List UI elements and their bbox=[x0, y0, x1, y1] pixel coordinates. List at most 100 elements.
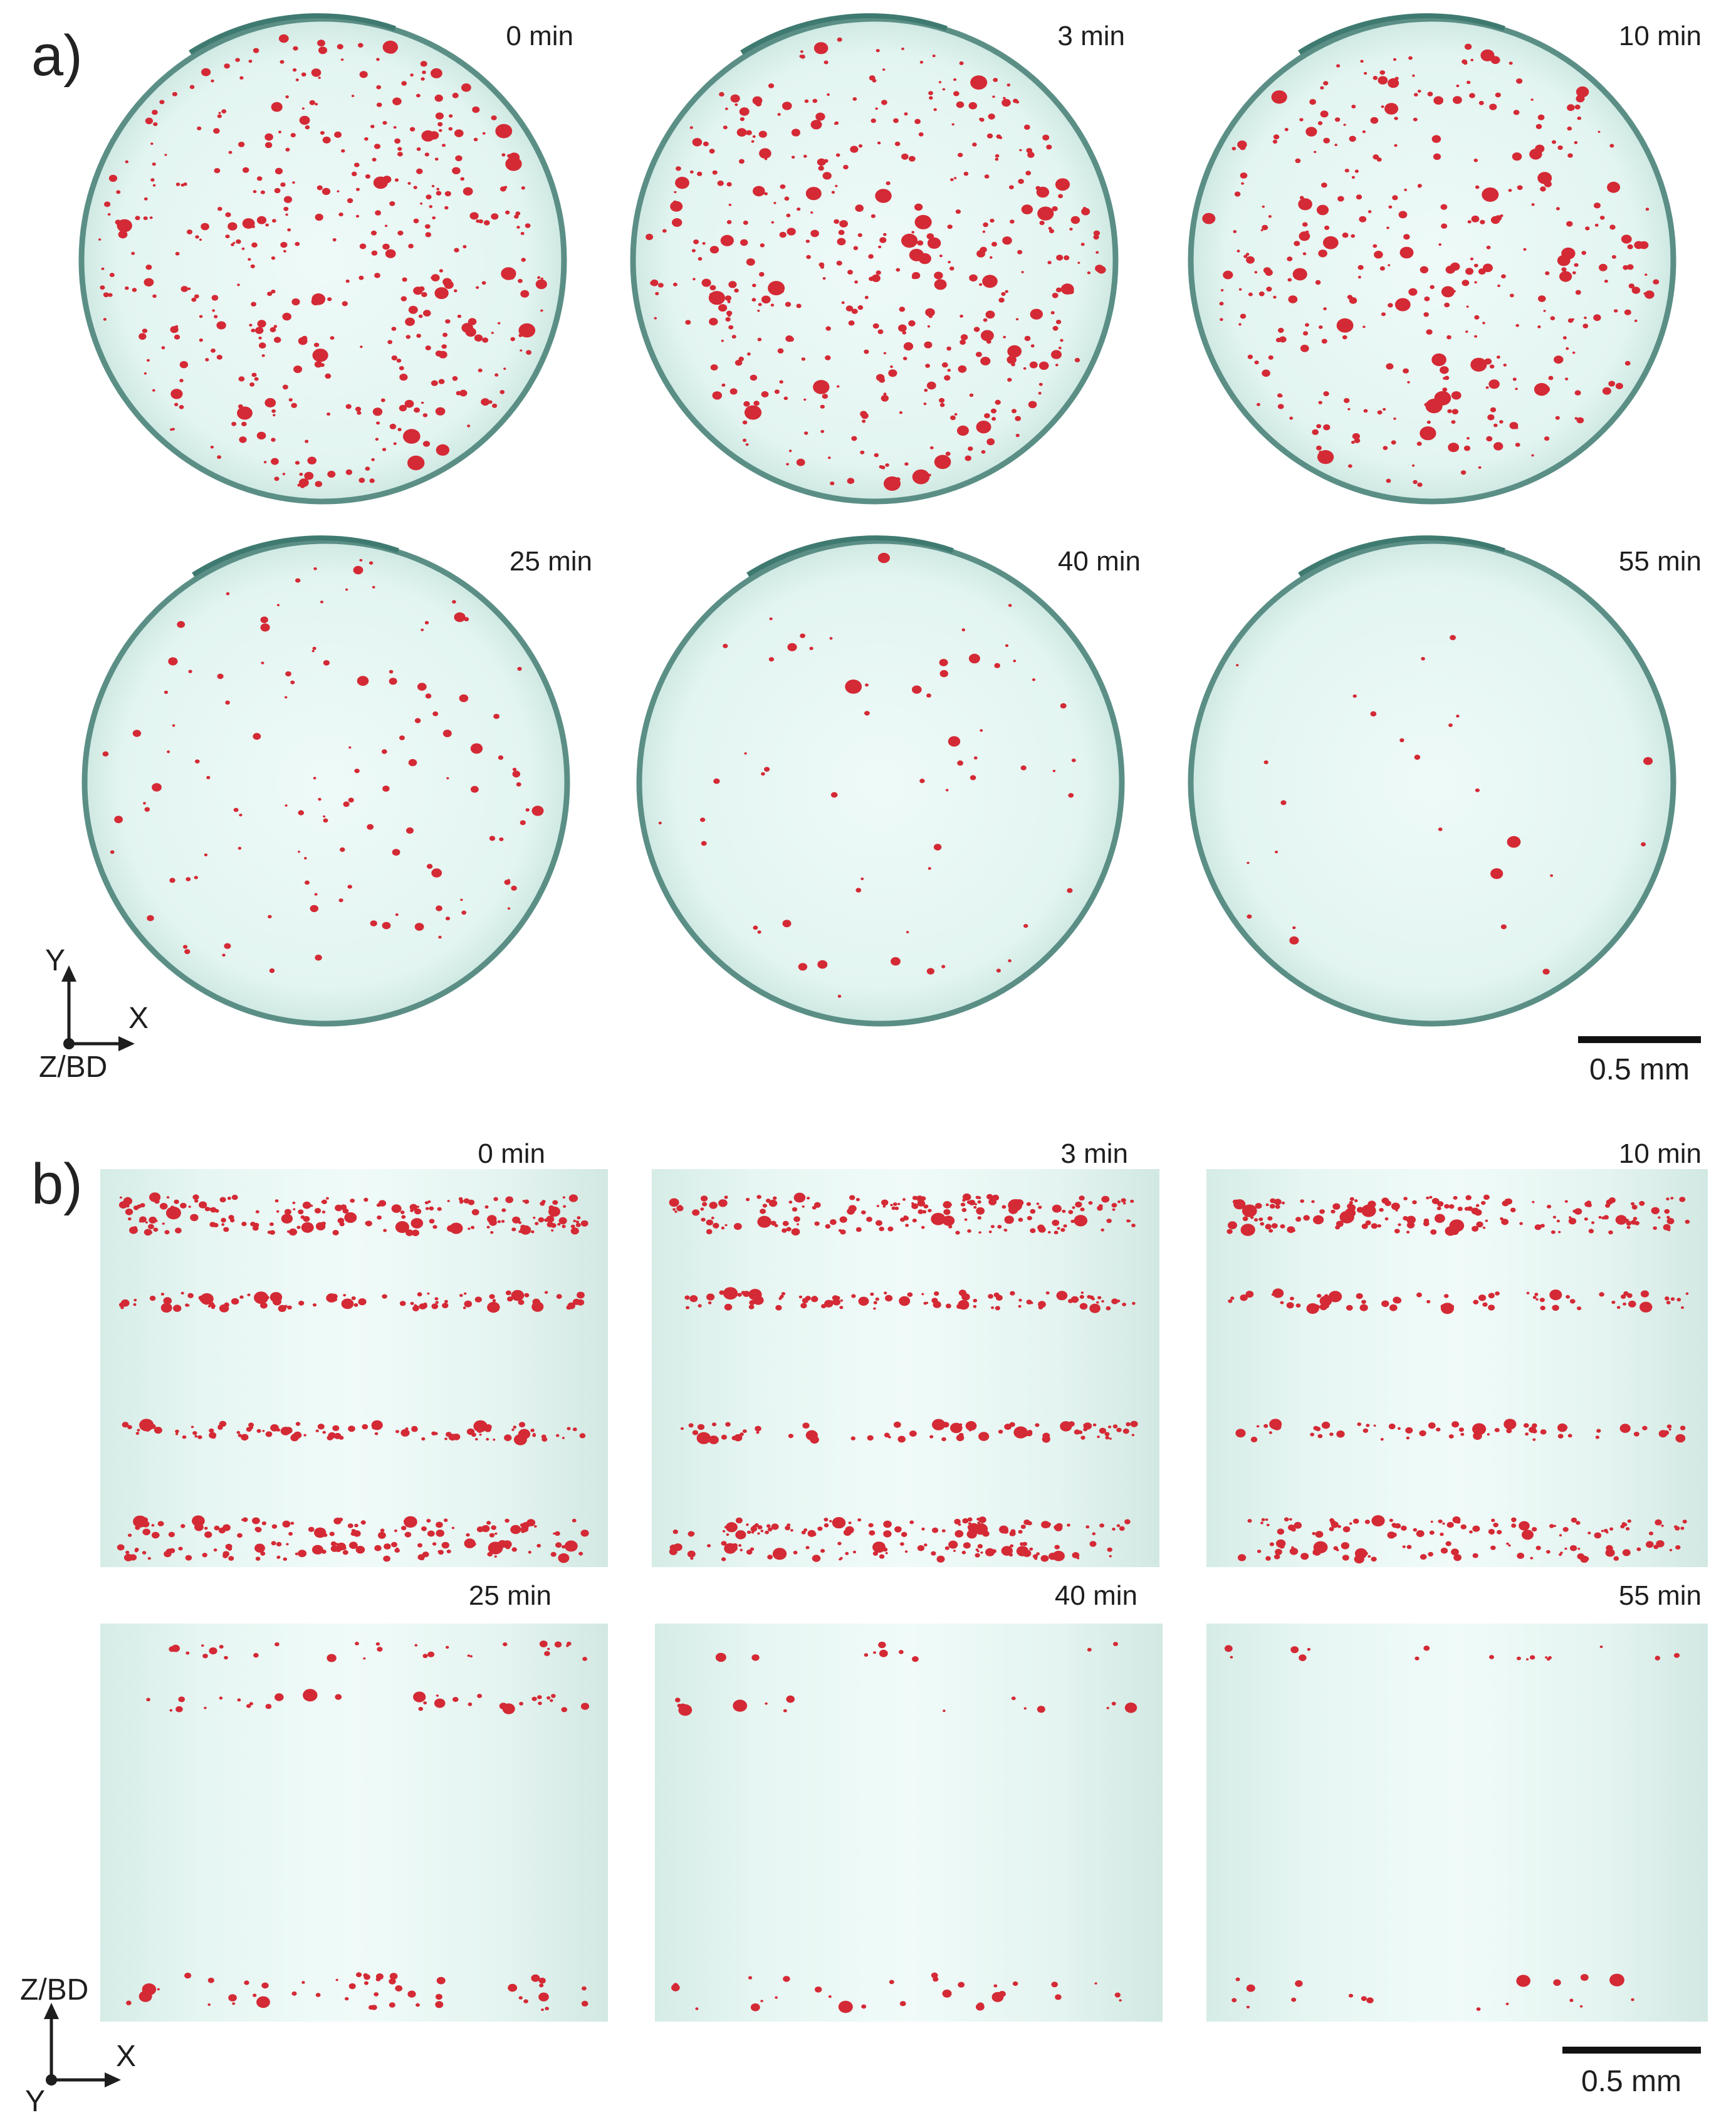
pore-particle bbox=[1441, 1303, 1454, 1315]
pore-particle bbox=[879, 1226, 884, 1232]
pore-particle bbox=[857, 305, 864, 310]
pore-particle bbox=[1056, 255, 1064, 261]
pore-particle bbox=[721, 1434, 727, 1440]
pore-particle bbox=[1426, 420, 1431, 424]
pore-particle bbox=[1614, 309, 1618, 313]
pore-particle bbox=[295, 1422, 301, 1426]
pore-particle bbox=[837, 994, 842, 998]
pore-particle bbox=[748, 1304, 755, 1309]
pore-particle bbox=[562, 1196, 565, 1199]
pore-particle bbox=[1495, 215, 1502, 221]
pore-particle bbox=[335, 1978, 338, 1981]
pore-particle bbox=[1005, 290, 1008, 293]
pore-particle bbox=[879, 1649, 888, 1657]
pore-particle bbox=[375, 438, 379, 441]
pore-particle bbox=[238, 846, 242, 850]
pore-particle bbox=[222, 953, 226, 957]
pore-particle bbox=[218, 112, 221, 114]
pore-particle bbox=[773, 202, 776, 204]
pore-particle bbox=[919, 61, 924, 64]
pore-particle bbox=[1007, 345, 1022, 358]
pore-particle bbox=[321, 1550, 327, 1554]
pore-particle bbox=[315, 1209, 320, 1213]
pore-particle bbox=[1627, 244, 1633, 249]
pore-particle bbox=[1420, 266, 1429, 273]
pore-particle bbox=[801, 357, 806, 361]
pore-particle bbox=[421, 1557, 424, 1561]
pore-particle bbox=[1119, 1999, 1122, 2002]
pore-particle bbox=[1474, 335, 1478, 338]
pore-particle bbox=[410, 1218, 424, 1229]
pore-particle bbox=[702, 242, 706, 245]
pore-particle bbox=[132, 730, 142, 737]
pore-particle bbox=[1609, 1973, 1624, 1986]
pore-particle bbox=[784, 196, 790, 201]
pore-particle bbox=[1323, 307, 1327, 310]
pore-particle bbox=[150, 178, 155, 182]
pore-particle bbox=[739, 107, 750, 116]
pore-particle bbox=[354, 162, 360, 167]
pore-particle bbox=[436, 187, 440, 191]
pore-particle bbox=[122, 1422, 129, 1428]
pore-particle bbox=[796, 458, 805, 466]
pore-particle bbox=[152, 783, 162, 792]
pore-particle bbox=[1476, 1221, 1483, 1228]
pore-particle bbox=[945, 451, 951, 456]
pore-particle bbox=[1233, 230, 1237, 233]
pore-particle bbox=[1480, 219, 1485, 224]
pore-particle bbox=[144, 1229, 152, 1236]
pore-particle bbox=[1079, 1195, 1085, 1201]
pore-particle bbox=[1438, 360, 1445, 365]
pore-particle bbox=[1231, 147, 1237, 150]
pore-particle bbox=[1489, 364, 1495, 369]
pore-particle bbox=[254, 377, 259, 381]
pore-particle bbox=[280, 182, 286, 187]
pore-particle bbox=[1303, 331, 1309, 336]
pore-particle bbox=[1316, 204, 1329, 216]
pore-particle bbox=[1334, 144, 1337, 147]
pore-particle bbox=[538, 1217, 545, 1223]
pore-particle bbox=[242, 1517, 248, 1522]
pore-particle bbox=[232, 2002, 236, 2005]
pore-particle bbox=[1482, 187, 1499, 202]
pore-particle bbox=[499, 1703, 508, 1710]
pore-particle bbox=[305, 880, 310, 885]
pore-particle bbox=[793, 1550, 798, 1555]
pore-particle bbox=[145, 265, 152, 270]
pore-particle bbox=[1011, 1696, 1016, 1701]
pore-particle bbox=[973, 1205, 977, 1209]
pore-particle bbox=[358, 275, 364, 280]
pore-particle bbox=[424, 1201, 429, 1205]
pore-particle bbox=[731, 335, 736, 339]
pore-particle bbox=[1576, 86, 1589, 98]
pore-particle bbox=[444, 1437, 447, 1441]
pore-particle bbox=[199, 238, 202, 241]
pore-particle bbox=[422, 413, 428, 417]
pore-particle bbox=[721, 1541, 727, 1546]
pore-particle bbox=[864, 1653, 869, 1657]
pore-particle bbox=[1072, 1552, 1080, 1558]
pore-particle bbox=[401, 1215, 406, 1219]
pore-particle bbox=[709, 246, 719, 254]
pore-particle bbox=[756, 1431, 760, 1434]
pore-particle bbox=[452, 376, 458, 381]
pore-particle bbox=[1052, 1550, 1065, 1561]
pore-particle bbox=[785, 1525, 790, 1531]
pore-particle bbox=[927, 237, 941, 249]
pore-particle bbox=[858, 1296, 869, 1306]
pore-particle bbox=[692, 1209, 700, 1216]
pore-particle bbox=[950, 178, 954, 181]
pore-particle bbox=[369, 561, 374, 565]
pore-particle bbox=[939, 669, 949, 678]
pore-particle bbox=[144, 197, 148, 201]
pore-particle bbox=[507, 1296, 513, 1302]
pore-particle bbox=[750, 374, 758, 381]
pore-particle bbox=[1664, 1209, 1670, 1214]
pore-particle bbox=[573, 1219, 577, 1222]
pore-particle bbox=[577, 1291, 585, 1299]
pore-particle bbox=[314, 361, 322, 368]
pore-particle bbox=[1356, 194, 1362, 200]
pore-particle bbox=[217, 207, 222, 211]
pore-particle bbox=[493, 713, 499, 719]
pore-particle bbox=[928, 867, 931, 870]
